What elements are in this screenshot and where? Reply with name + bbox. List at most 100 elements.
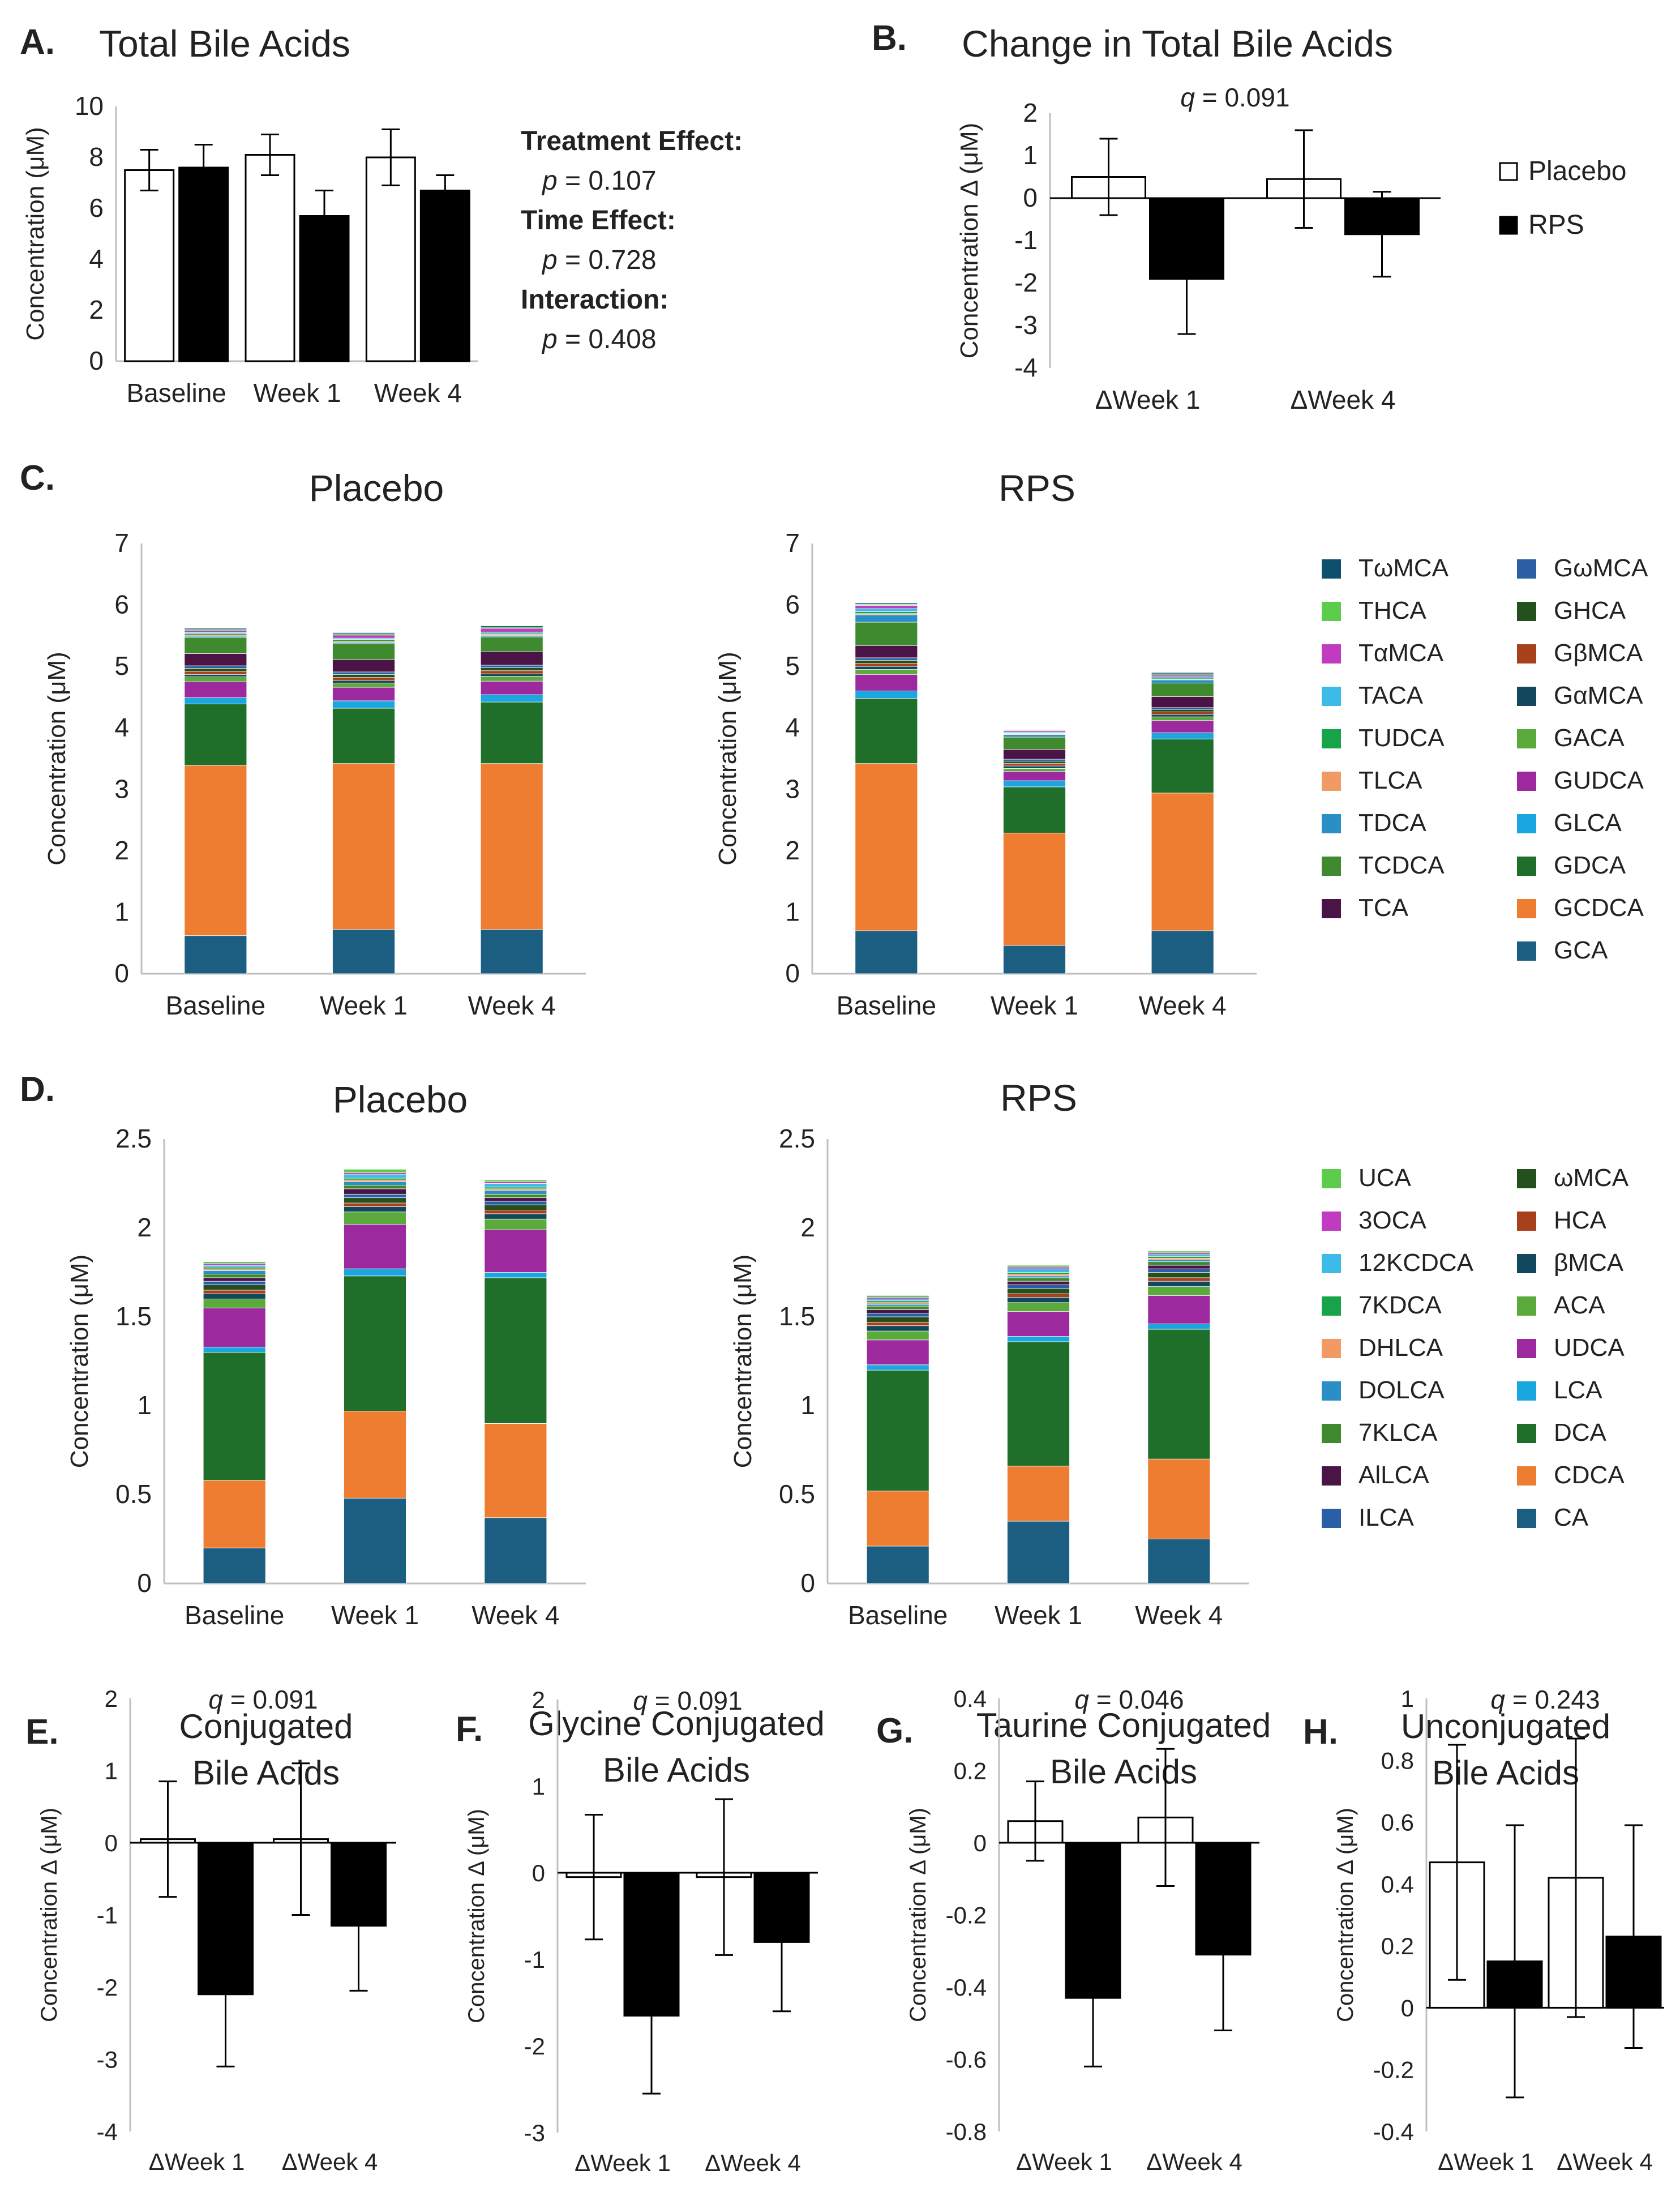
legend-swatch	[1322, 772, 1341, 791]
y-tick-label: 1	[1023, 140, 1038, 170]
legend-swatch	[1517, 1339, 1536, 1358]
bar-segment-GUDCA	[332, 687, 395, 701]
error-bar	[715, 1798, 733, 1956]
bar-segment-GHCA	[855, 660, 918, 664]
y-tick-label: 6	[785, 590, 800, 619]
y-tick-label: 1	[105, 1758, 118, 1784]
error-bar	[642, 1937, 661, 2095]
legend-label: AlLCA	[1358, 1461, 1429, 1489]
chart-title: RPS	[998, 467, 1075, 509]
x-tick-label: ΔWeek 4	[282, 2148, 378, 2175]
error-bar	[1084, 1928, 1102, 2067]
legend-swatch	[1517, 899, 1536, 918]
bar-segment-GαMCA	[332, 680, 395, 683]
bar-segment-CA	[866, 1546, 929, 1584]
y-tick-label: 0.5	[115, 1479, 152, 1509]
bar-segment-LCA	[344, 1268, 406, 1277]
legend-label: GαMCA	[1554, 682, 1643, 709]
bar-segment-TCDCA	[855, 622, 918, 646]
y-tick-label: -3	[97, 2047, 118, 2073]
y-tick-label: -0.2	[1373, 2057, 1414, 2083]
bar-segment-CDCA	[484, 1423, 547, 1518]
legend-label: ILCA	[1358, 1504, 1414, 1531]
y-tick-label: 4	[114, 713, 129, 742]
legend-swatch	[1517, 1381, 1536, 1401]
bar-segment-DHLCA	[484, 1188, 547, 1191]
bar-segment-ωMCA	[866, 1316, 929, 1322]
panel-letter: A.	[20, 23, 55, 62]
legend-swatch	[1517, 1509, 1536, 1528]
bar-segment-GωMCA	[1151, 707, 1214, 710]
y-tick-label: 0.2	[954, 1758, 987, 1784]
bar-segment-HCA	[344, 1202, 406, 1207]
bar-segment-12KCDCA	[203, 1265, 266, 1268]
bar-segment-GαMCA	[184, 674, 247, 678]
bar-segment-ILCA	[1007, 1285, 1070, 1289]
bar-segment-AlLCA	[484, 1197, 547, 1202]
legend-label: CDCA	[1554, 1461, 1625, 1489]
bar-segment-GDCA	[1151, 738, 1214, 794]
legend-label: 12KCDCA	[1358, 1249, 1474, 1277]
y-tick-label: 3	[785, 774, 800, 803]
bar-segment-TCA	[1003, 749, 1066, 760]
legend-label: THCA	[1358, 597, 1426, 624]
bar-segment-TCA	[480, 651, 543, 666]
legend-swatch	[1322, 814, 1341, 833]
q-value: q = 0.091	[208, 1685, 318, 1714]
bar-segment-GUDCA	[855, 674, 918, 691]
y-axis-label: Concentration Δ (μM)	[1333, 1808, 1358, 2022]
panel-a-total-bile-acids: A. Total Bile Acids 0 2 4 6 8 10 Concentration (…	[20, 23, 743, 408]
legend-label: GCDCA	[1554, 894, 1644, 922]
bar-segment-CA	[203, 1547, 266, 1584]
legend-label: CA	[1554, 1504, 1589, 1531]
y-tick-label: 8	[89, 142, 104, 172]
bar-segment-GLCA	[1003, 780, 1066, 787]
y-tick-label: 0	[89, 346, 104, 375]
y-tick-label: 6	[89, 193, 104, 222]
bar-segment-GLCA	[480, 694, 543, 703]
bar-rps	[178, 166, 229, 362]
bar-segment-DCA	[203, 1352, 266, 1481]
legend-label: GLCA	[1554, 809, 1622, 837]
bar-segment-12KCDCA	[484, 1183, 547, 1188]
bar-segment-CDCA	[344, 1411, 406, 1499]
bar-segment-DHLCA	[1147, 1257, 1211, 1260]
legend-label: GωMCA	[1554, 554, 1648, 582]
panel-letter: C.	[20, 459, 55, 498]
y-axis-label: Concentration Δ (μM)	[906, 1808, 931, 2022]
error-bar	[1625, 1824, 1643, 2049]
bar-segment-UCA	[866, 1295, 929, 1298]
legend-label: GDCA	[1554, 851, 1626, 879]
bar-segment-TαMCA	[855, 605, 918, 609]
legend-swatch	[1517, 1254, 1536, 1273]
bar-segment-TωMCA	[332, 632, 395, 635]
y-tick-label: 10	[75, 91, 104, 121]
bar-segment-UDCA	[1147, 1295, 1211, 1324]
x-tick-label: ΔWeek 4	[1146, 2148, 1242, 2175]
bar-segment-3OCA	[203, 1263, 266, 1266]
y-tick-label: -1	[97, 1902, 118, 1929]
bar-segment-DCA	[866, 1369, 929, 1492]
y-tick-label: 0	[800, 1568, 815, 1598]
bar-segment-GACA	[855, 669, 918, 675]
bar-segment-TCA	[184, 653, 247, 666]
y-tick-label: 5	[114, 651, 129, 680]
bar-segment-GACA	[332, 683, 395, 688]
bar-segment-DOLCA	[344, 1181, 406, 1186]
bar-segment-7KDCA	[1007, 1272, 1070, 1275]
y-tick-label: 0	[137, 1568, 152, 1598]
legend-label: DOLCA	[1358, 1376, 1445, 1404]
chart-title-line: Glycine Conjugated	[528, 1705, 825, 1743]
legend-label: HCA	[1554, 1206, 1607, 1234]
x-tick-label: Week 4	[374, 378, 462, 408]
bar-segment-GHCA	[184, 668, 247, 672]
stat-label: Treatment Effect:	[521, 126, 743, 156]
y-tick-label: 2	[785, 836, 800, 865]
bar-segment-HCA	[1147, 1277, 1211, 1282]
y-tick-label: 0	[974, 1830, 987, 1856]
legend-label: GHCA	[1554, 597, 1626, 624]
chart-title: Placebo	[309, 467, 444, 509]
y-axis-label: Concentration (μM)	[714, 652, 742, 865]
bar-segment-3OCA	[1147, 1252, 1211, 1255]
